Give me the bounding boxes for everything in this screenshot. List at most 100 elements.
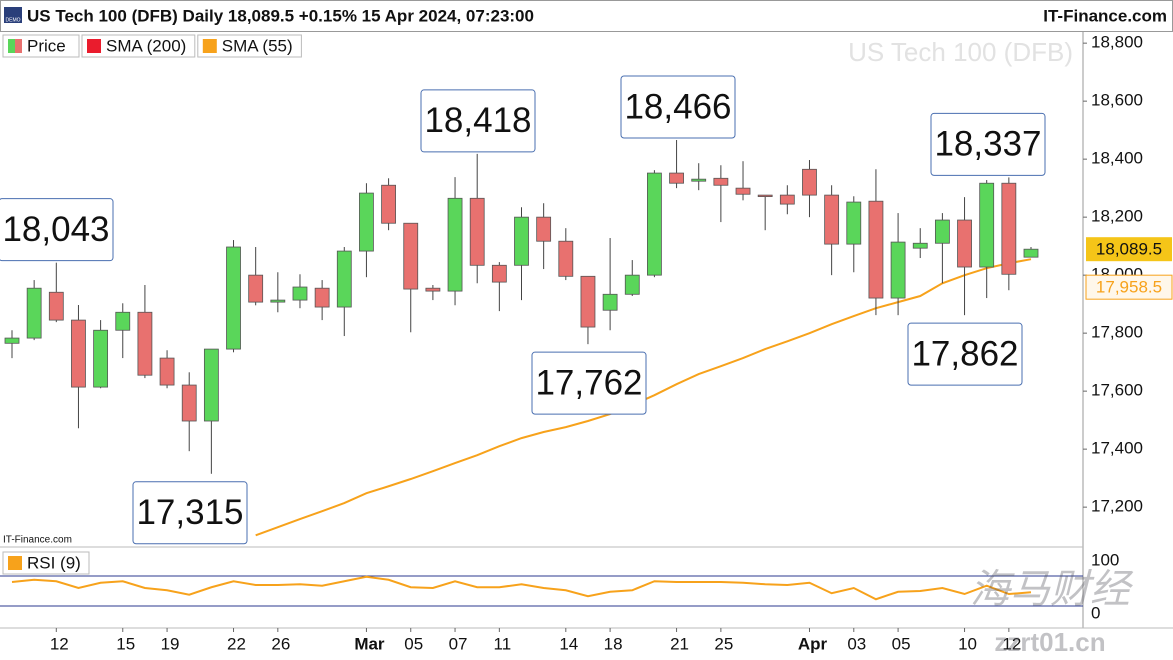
candle-body bbox=[314, 287, 330, 308]
x-tick-label: 11 bbox=[494, 634, 512, 653]
legend-swatch bbox=[15, 39, 22, 53]
candle-body bbox=[159, 357, 175, 386]
legend-box bbox=[197, 34, 302, 58]
x-tick-label: 14 bbox=[559, 634, 578, 653]
candle-body bbox=[779, 194, 795, 205]
x-tick-label: Apr bbox=[798, 634, 828, 653]
x-tick-label: Mar bbox=[354, 634, 385, 653]
annotation-box bbox=[0, 198, 114, 262]
rsi-tick-label: 0 bbox=[1091, 603, 1100, 622]
legend-label: SMA (55) bbox=[222, 36, 293, 55]
candle-body bbox=[536, 216, 552, 242]
candle-body bbox=[203, 348, 219, 422]
annotation-box bbox=[132, 481, 248, 545]
candle-body bbox=[1023, 248, 1039, 258]
candle-body bbox=[691, 178, 707, 182]
candle-body bbox=[757, 194, 773, 198]
x-tick-label: 21 bbox=[670, 634, 689, 653]
y-tick-label: 18,600 bbox=[1091, 91, 1143, 110]
y-tick-label: 17,800 bbox=[1091, 323, 1143, 342]
candle-body bbox=[4, 337, 20, 344]
annotation-label: 17,315 bbox=[136, 493, 243, 532]
legend-label: SMA (200) bbox=[106, 36, 186, 55]
candle-body bbox=[735, 187, 751, 195]
candle-body bbox=[868, 200, 884, 299]
watermark: 海马财经 bbox=[970, 568, 1134, 612]
y-tick-label: 18,200 bbox=[1091, 207, 1143, 226]
badge-icon bbox=[4, 7, 22, 23]
annotation-box bbox=[930, 112, 1046, 176]
candle-body bbox=[491, 264, 507, 283]
annotation-label: 18,337 bbox=[934, 125, 1041, 164]
candle-body bbox=[226, 246, 241, 350]
candle-body bbox=[1001, 182, 1017, 275]
x-tick-label: 25 bbox=[714, 634, 733, 653]
candle-body bbox=[270, 299, 286, 303]
rsi-line bbox=[11, 575, 1032, 601]
source: IT-Finance.com bbox=[1043, 6, 1167, 25]
candle-body bbox=[292, 286, 308, 301]
x-tick-label: 18 bbox=[604, 634, 623, 653]
x-tick-label: 10 bbox=[958, 634, 977, 653]
annotation-box bbox=[620, 75, 736, 139]
legend-box bbox=[2, 551, 90, 575]
candle-body bbox=[248, 274, 264, 303]
rsi-plot bbox=[11, 575, 1032, 601]
candle-body bbox=[469, 197, 485, 266]
panel-credit: IT-Finance.com bbox=[3, 535, 72, 546]
candle-body bbox=[93, 329, 109, 388]
candle-body bbox=[624, 274, 640, 295]
candle-body bbox=[425, 287, 441, 292]
candle-body bbox=[336, 250, 352, 308]
legend-box bbox=[81, 34, 196, 58]
candle-body bbox=[602, 293, 618, 311]
annotation-label: 17,862 bbox=[911, 334, 1018, 373]
candle-body bbox=[403, 222, 419, 290]
watermark: zzrt01.cn bbox=[994, 627, 1105, 657]
header-bar bbox=[0, 0, 1173, 32]
x-tick-label: 22 bbox=[227, 634, 246, 653]
candle-body bbox=[824, 194, 840, 245]
watermark-title: US Tech 100 (DFB) bbox=[848, 37, 1073, 67]
candle-body bbox=[934, 219, 950, 244]
x-tick-label: 12 bbox=[50, 634, 69, 653]
candle-body bbox=[713, 177, 729, 186]
candle-body bbox=[647, 172, 662, 276]
x-tick-label: 12 bbox=[1002, 634, 1021, 653]
sma-price-box bbox=[1085, 274, 1173, 300]
x-tick-label: 15 bbox=[116, 634, 135, 653]
candle-body bbox=[181, 384, 197, 422]
candle-body bbox=[381, 184, 396, 224]
annotation-box bbox=[420, 89, 536, 153]
badge: DEMO bbox=[6, 17, 21, 23]
y-tick-label: 17,400 bbox=[1091, 439, 1143, 458]
candle-body bbox=[71, 319, 86, 388]
legend-swatch bbox=[8, 556, 22, 570]
annotation-label: 17,762 bbox=[535, 363, 642, 402]
candle-body bbox=[447, 197, 463, 292]
annotation-box bbox=[907, 322, 1023, 386]
x-tick-label: 05 bbox=[404, 634, 423, 653]
candle-body bbox=[957, 219, 972, 268]
candle-body bbox=[802, 168, 817, 196]
candle-body bbox=[669, 172, 684, 184]
annotation-label: 18,043 bbox=[2, 210, 109, 249]
legend-swatch bbox=[87, 39, 101, 53]
price-plot bbox=[4, 140, 1039, 537]
legend-swatch bbox=[202, 39, 217, 53]
y-tick-label: 17,600 bbox=[1091, 381, 1143, 400]
x-tick-label: 26 bbox=[271, 634, 290, 653]
annotation-box bbox=[531, 351, 647, 415]
chart-title: US Tech 100 (DFB) Daily 18,089.5 +0.15% … bbox=[27, 6, 534, 25]
candle-body bbox=[580, 275, 596, 328]
candle-body bbox=[115, 311, 131, 331]
annotation-label: 18,466 bbox=[624, 87, 731, 126]
last-price-label: 18,089.5 bbox=[1096, 240, 1162, 259]
candle-body bbox=[137, 311, 153, 376]
x-tick-label: 19 bbox=[161, 634, 180, 653]
candle-body bbox=[558, 240, 574, 277]
legend-label: Price bbox=[27, 36, 66, 55]
candle-body bbox=[890, 241, 906, 299]
last-price-box bbox=[1086, 237, 1172, 262]
